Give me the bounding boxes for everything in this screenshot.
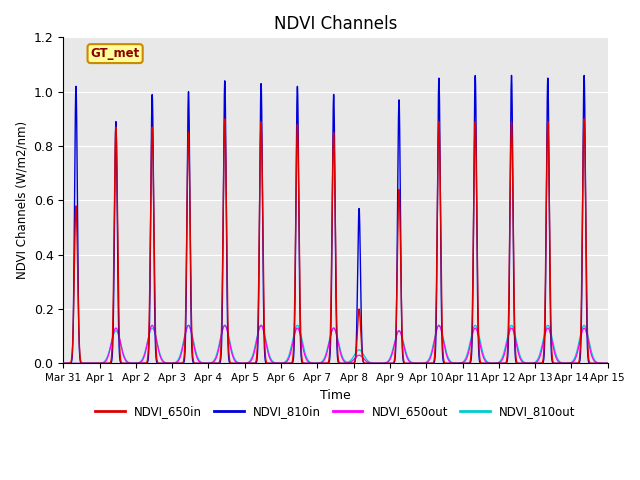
X-axis label: Time: Time	[320, 389, 351, 402]
Title: NDVI Channels: NDVI Channels	[274, 15, 397, 33]
Legend: NDVI_650in, NDVI_810in, NDVI_650out, NDVI_810out: NDVI_650in, NDVI_810in, NDVI_650out, NDV…	[91, 400, 580, 423]
Y-axis label: NDVI Channels (W/m2/nm): NDVI Channels (W/m2/nm)	[15, 121, 28, 279]
Text: GT_met: GT_met	[90, 47, 140, 60]
